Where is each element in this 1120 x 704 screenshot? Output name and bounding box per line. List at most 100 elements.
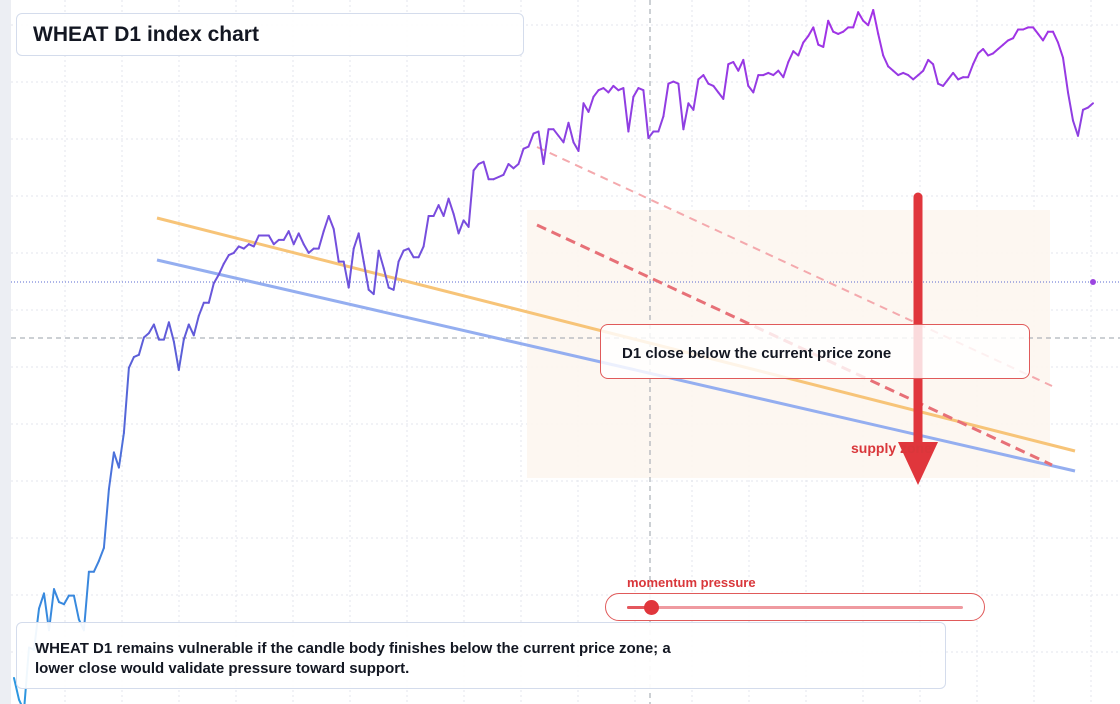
bearish-arrow-head [898, 442, 938, 485]
price-line-segment [242, 243, 250, 250]
price-line-segment [537, 130, 545, 165]
price-line-segment [357, 232, 365, 263]
price-line-segment [562, 121, 570, 144]
price-line-segment [217, 262, 225, 276]
price-line-segment [1037, 32, 1044, 42]
price-line-segment [792, 50, 800, 57]
price-line-segment [677, 82, 685, 131]
price-line-segment [697, 74, 705, 81]
price-line-segment [1052, 30, 1059, 44]
price-line-segment [447, 197, 455, 215]
price-line-segment [302, 243, 310, 254]
price-line-segment [102, 488, 110, 549]
bearish-channel-lower [536, 223, 1053, 467]
price-line-segment [127, 356, 135, 369]
price-line-segment [1032, 26, 1040, 35]
price-line-segment [1057, 41, 1064, 59]
price-line-segment [117, 431, 125, 469]
price-line-segment [517, 147, 525, 165]
price-line-segment [587, 95, 595, 113]
price-line-segment [287, 230, 295, 246]
price-line-segment [267, 234, 275, 246]
price-line-segment [577, 102, 585, 152]
price-line-segment [997, 43, 1005, 50]
price-line-segment [1012, 28, 1020, 40]
price-line-segment [612, 84, 620, 92]
supply-zone-label: supply zone [851, 440, 932, 456]
price-line-segment [1042, 30, 1049, 42]
price-line-segment [917, 69, 925, 77]
price-line-segment [1067, 91, 1074, 122]
price-line-segment [527, 132, 535, 148]
price-line-segment [272, 238, 280, 246]
price-line-segment [432, 204, 440, 217]
price-line-segment [1062, 56, 1069, 94]
price-line-segment [417, 245, 425, 259]
price-line-segment [867, 9, 875, 27]
price-line-segment [1087, 102, 1094, 109]
price-line-segment [162, 321, 170, 341]
price-line-segment [407, 247, 415, 259]
price-line-segment [947, 71, 955, 81]
price-line-segment [787, 50, 795, 63]
price-line-segment [932, 63, 940, 85]
price-line-segment [642, 89, 650, 139]
price-line-segment [152, 323, 160, 341]
price-line-segment [712, 84, 720, 94]
price-line-segment [632, 87, 640, 98]
momentum-fill [627, 606, 651, 609]
price-line-segment [877, 32, 885, 57]
price-line-segment [912, 74, 920, 81]
price-line-segment [722, 63, 730, 100]
price-line-segment [872, 9, 880, 35]
price-line-segment [807, 26, 815, 37]
price-line-segment [292, 232, 300, 246]
price-line-segment [1002, 39, 1010, 46]
price-line-segment [362, 260, 370, 291]
price-line-segment [297, 232, 305, 246]
price-line-segment [907, 74, 915, 81]
price-line-segment [212, 273, 220, 285]
price-line-segment [112, 451, 120, 469]
price-line-segment [347, 247, 355, 289]
price-line-segment [467, 169, 475, 228]
price-line-segment [772, 69, 780, 77]
price-line-segment [702, 74, 710, 85]
price-line-segment [107, 451, 115, 491]
price-line-segment [142, 332, 150, 339]
price-line-segment [232, 245, 240, 254]
price-line-segment [18, 698, 23, 704]
price-line-segment [552, 128, 560, 137]
price-line-segment [742, 58, 750, 87]
price-line-segment [72, 594, 80, 621]
price-line-segment [307, 247, 315, 254]
price-line-segment [457, 219, 465, 235]
price-line-segment [442, 197, 450, 217]
price-line-segment [927, 58, 935, 66]
price-line-segment [502, 163, 510, 176]
price-line-segment [852, 11, 860, 29]
price-line-segment [607, 84, 615, 94]
price-line-segment [592, 89, 600, 98]
momentum-knob [643, 600, 659, 615]
price-line-segment [567, 121, 575, 144]
price-line-segment [382, 267, 390, 289]
price-line-segment [822, 19, 830, 48]
price-line-segment [982, 48, 990, 57]
price-line-segment [862, 19, 870, 27]
price-line-segment [507, 163, 515, 170]
price-line-segment [737, 58, 745, 72]
price-line-segment [177, 338, 185, 371]
momentum-gauge [605, 593, 985, 621]
price-line-segment [282, 230, 290, 241]
price-line-segment [182, 323, 190, 341]
price-line-segment [842, 26, 850, 33]
price-line-segment [777, 69, 785, 79]
price-line-segment [827, 19, 835, 33]
chart-title-box: WHEAT D1 index chart [16, 13, 524, 56]
price-line-segment [952, 71, 960, 81]
price-line-segment [692, 78, 700, 111]
price-line-segment [437, 204, 445, 217]
price-line-segment [82, 570, 90, 632]
chart-title: WHEAT D1 index chart [33, 23, 259, 46]
